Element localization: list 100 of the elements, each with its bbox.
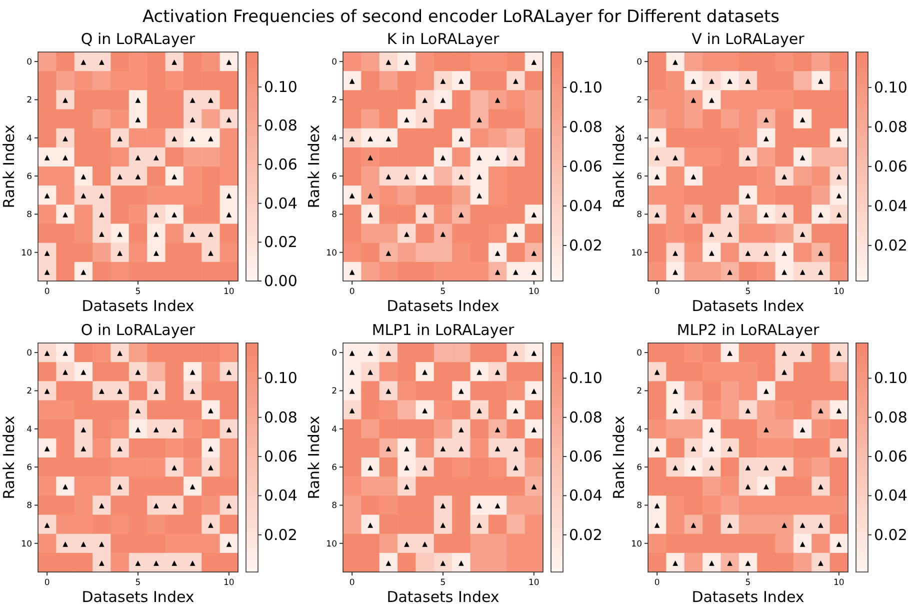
chart-title: Q in LoRALayer [80,30,196,48]
y-tick-label: 0 [636,58,642,68]
color-bar-label: 0.10 [264,369,298,388]
x-tick-label: 5 [440,578,446,588]
y-tick-label: 10 [326,248,337,258]
color-bar-label: 0.02 [569,526,602,544]
chart-title: MLP2 in LoRALayer [676,321,820,339]
y-tick-label: 4 [332,424,337,435]
y-tick-label: 2 [26,386,32,397]
y-axis-title: Rank Index [0,416,18,500]
y-tick-label: 10 [21,248,32,258]
x-tick-label: 10 [833,287,844,297]
y-tick-label: 10 [631,539,642,550]
color-bar-label: 0.08 [569,118,602,136]
text: Activation Frequencies of second encoder LoRALayer for Different datasets [142,7,780,27]
color-bar-label: 0.10 [569,78,602,97]
y-tick-label: 8 [636,210,642,220]
x-tick-label: 0 [654,287,660,297]
y-tick-label: 0 [332,348,337,359]
y-tick-label: 6 [636,463,642,474]
y-tick-label: 0 [332,58,337,68]
x-axis-title: Datasets Index [692,588,804,606]
x-axis-title: Datasets Index [82,297,194,315]
y-tick-label: 6 [332,172,337,182]
x-tick-label: 5 [440,287,446,297]
color-bar-label: 0.02 [264,233,298,252]
y-tick-label: 2 [636,96,642,106]
y-tick-label: 4 [26,424,32,435]
y-tick-label: 4 [636,424,642,435]
y-tick-label: 0 [26,58,32,68]
y-tick-label: 8 [26,210,32,220]
y-tick-label: 4 [26,134,32,144]
color-bar-label: 0.08 [264,408,298,426]
color-bar-label: 0.06 [569,448,602,466]
color-bar-label: 0.02 [874,236,908,254]
color-bar-label: 0.06 [874,448,908,466]
x-tick-label: 10 [833,578,844,588]
color-bar-label: 0.08 [264,116,298,135]
x-tick-label: 0 [654,578,660,588]
color-bar-label: 0.06 [874,158,908,176]
color-bar-label: 0.08 [569,408,602,426]
y-tick-label: 6 [26,463,32,474]
chart-title: K in LoRALayer [386,30,500,48]
color-bar-label: 0.10 [874,369,908,388]
y-axis-title: Rank Index [305,124,323,208]
color-bar-label: 0.08 [874,408,908,426]
chart-title: MLP1 in LoRALayer [372,321,515,339]
x-axis-title: Datasets Index [386,588,500,606]
x-tick-label: 0 [44,287,50,297]
x-axis-title: Datasets Index [692,297,804,315]
x-axis-title: Datasets Index [82,588,194,606]
color-bar-label: 0.10 [264,78,298,96]
x-tick-label: 0 [349,578,355,588]
y-axis-title: Rank Index [305,416,323,500]
y-tick-label: 0 [636,348,642,359]
color-bar-label: 0.02 [264,526,298,544]
y-tick-label: 2 [332,386,337,397]
y-axis-title: Rank Index [610,124,628,208]
color-bar-label: 0.06 [264,448,298,466]
y-axis-title: Rank Index [610,416,628,500]
y-tick-label: 8 [636,501,642,512]
y-tick-label: 10 [326,539,337,550]
y-tick-label: 6 [26,172,32,182]
x-tick-label: 0 [44,578,50,588]
color-bar-label: 0.04 [264,194,298,212]
x-tick-label: 10 [528,287,540,297]
chart-title: O in LoRALayer [80,321,196,339]
color-bar-label: 0.02 [874,526,908,544]
color-bar-label: 0.06 [264,156,298,174]
x-tick-label: 0 [349,287,355,297]
color-bar-label: 0.04 [569,486,602,505]
y-tick-label: 6 [636,172,642,182]
y-tick-label: 4 [332,134,337,144]
color-bar-label: 0.02 [569,236,602,254]
x-axis-title: Datasets Index [386,297,500,315]
y-tick-label: 2 [636,386,642,397]
color-bar-label: 0.06 [569,158,602,176]
color-bar-label: 0.04 [569,196,602,215]
y-tick-label: 8 [26,501,32,512]
y-tick-label: 2 [332,96,337,106]
y-tick-label: 8 [332,210,337,220]
y-tick-label: 6 [332,463,337,474]
color-bar-label: 0.10 [874,78,908,97]
y-tick-label: 10 [631,248,642,258]
x-tick-label: 5 [745,578,751,588]
color-bar-label: 0.00 [264,272,298,290]
color-bar-label: 0.08 [874,118,908,136]
y-axis-title: Rank Index [0,124,18,208]
x-tick-label: 10 [223,578,234,588]
x-tick-label: 10 [223,287,234,297]
y-tick-label: 8 [332,501,337,512]
color-bar-label: 0.04 [874,196,908,215]
x-tick-label: 5 [135,287,141,297]
chart-title: V in LoRALayer [692,30,806,48]
x-tick-label: 10 [528,578,540,588]
x-tick-label: 5 [135,578,141,588]
color-bar-label: 0.04 [874,486,908,505]
color-bar-label: 0.04 [264,486,298,505]
y-tick-label: 10 [21,539,32,550]
y-tick-label: 2 [26,96,32,106]
